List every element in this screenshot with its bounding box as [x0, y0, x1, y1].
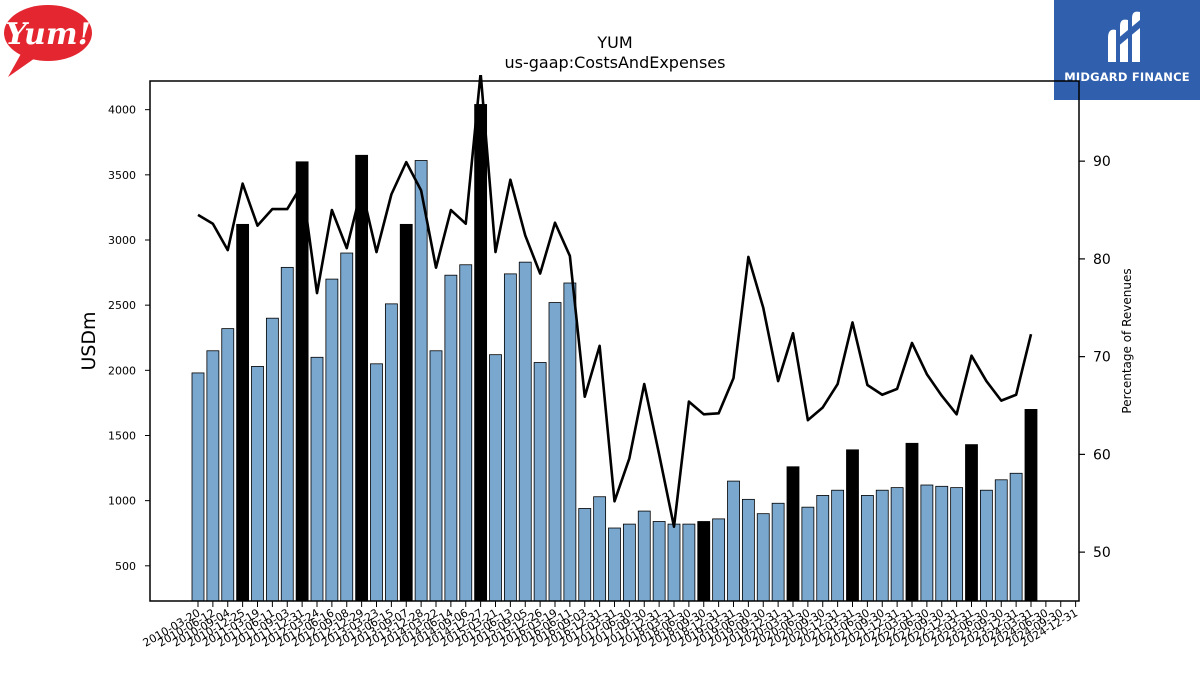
bar-32 — [667, 523, 681, 602]
bar-9 — [325, 278, 339, 602]
y2-tick-label: 50 — [1093, 545, 1111, 561]
bar-24 — [548, 302, 562, 602]
bar-12 — [370, 363, 383, 602]
y-tick-label: 2000 — [108, 364, 136, 377]
bar-39 — [771, 502, 785, 602]
bar-4 — [251, 366, 264, 602]
y2-tick-label: 60 — [1093, 447, 1111, 463]
y-tick-label: 1000 — [108, 495, 136, 508]
bar-46 — [875, 489, 889, 602]
bar-37 — [741, 498, 755, 602]
bar-36 — [727, 480, 740, 602]
y-tick-label: 4000 — [108, 104, 136, 117]
bar-15 — [414, 160, 428, 602]
bar-30 — [637, 510, 651, 602]
bar-6 — [280, 266, 294, 602]
y2-tick-label: 90 — [1093, 154, 1111, 170]
bar-54 — [994, 479, 1008, 602]
bar-52 — [965, 444, 978, 602]
bar-series — [191, 104, 1038, 602]
bar-40 — [786, 466, 800, 602]
bar-20 — [489, 354, 502, 602]
bar-27 — [593, 496, 607, 602]
bar-5 — [265, 317, 279, 602]
bar-13 — [384, 303, 398, 602]
bar-1 — [206, 350, 220, 602]
bar-29 — [622, 523, 636, 602]
chart-title: YUM — [596, 33, 632, 52]
bar-25 — [563, 282, 577, 602]
bar-14 — [399, 223, 413, 602]
left-y-axis: 500 1000 1500 2000 2500 3000 3500 4000 — [108, 104, 150, 573]
y-tick-label: 500 — [115, 560, 136, 573]
bar-17 — [444, 274, 458, 602]
bar-31 — [652, 521, 666, 602]
bar-43 — [831, 489, 845, 602]
chart-subtitle: us-gaap:CostsAndExpenses — [505, 53, 726, 72]
bar-33 — [682, 523, 696, 602]
bar-41 — [801, 506, 815, 602]
bar-48 — [905, 442, 919, 602]
yum-logo: Yum! — [4, 5, 92, 77]
bar-11 — [355, 154, 369, 602]
right-y-axis: 50 60 70 80 90 — [1079, 154, 1111, 561]
yum-logo-tail — [8, 52, 38, 77]
bar-56 — [1024, 409, 1038, 602]
y-tick-label: 3000 — [108, 234, 136, 247]
right-axis-label: Percentage of Revenues — [1120, 268, 1134, 413]
x-axis: 2010-03-202010-06-122010-09-042010-12-25… — [141, 601, 1080, 650]
bar-50 — [935, 485, 949, 602]
y2-tick-label: 80 — [1093, 252, 1111, 268]
left-axis-label: USDm — [78, 311, 100, 370]
bar-21 — [503, 273, 517, 602]
yum-logo-text: Yum! — [5, 17, 91, 52]
bar-53 — [979, 489, 993, 602]
bar-18 — [459, 264, 473, 602]
bar-49 — [920, 484, 934, 602]
bar-26 — [578, 508, 592, 602]
bar-8 — [310, 356, 324, 602]
bar-22 — [518, 261, 532, 602]
y-tick-label: 2500 — [108, 299, 136, 312]
line-series — [197, 75, 1033, 529]
bar-28 — [608, 527, 621, 602]
bar-0 — [191, 372, 205, 602]
bar-2 — [221, 328, 235, 602]
y-tick-label: 1500 — [108, 429, 136, 442]
midgard-m-icon — [1108, 11, 1140, 63]
y-tick-label: 3500 — [108, 169, 136, 182]
bar-3 — [236, 223, 250, 602]
bar-45 — [860, 495, 874, 602]
bar-34 — [697, 521, 711, 602]
bar-51 — [950, 487, 964, 602]
midgard-finance-text: MIDGARD FINANCE — [1064, 70, 1190, 84]
bar-23 — [533, 362, 547, 602]
bar-44 — [846, 449, 859, 602]
bar-16 — [429, 350, 443, 602]
y2-tick-label: 70 — [1093, 350, 1111, 366]
yum-logo-bubble — [4, 5, 92, 61]
bar-38 — [756, 513, 770, 602]
percentage-line — [197, 75, 1033, 529]
bar-10 — [340, 252, 354, 602]
bar-55 — [1009, 472, 1023, 602]
bar-19 — [474, 104, 488, 602]
bar-47 — [890, 487, 904, 602]
bar-35 — [712, 518, 726, 602]
bar-7 — [295, 161, 309, 602]
bar-42 — [816, 495, 830, 602]
